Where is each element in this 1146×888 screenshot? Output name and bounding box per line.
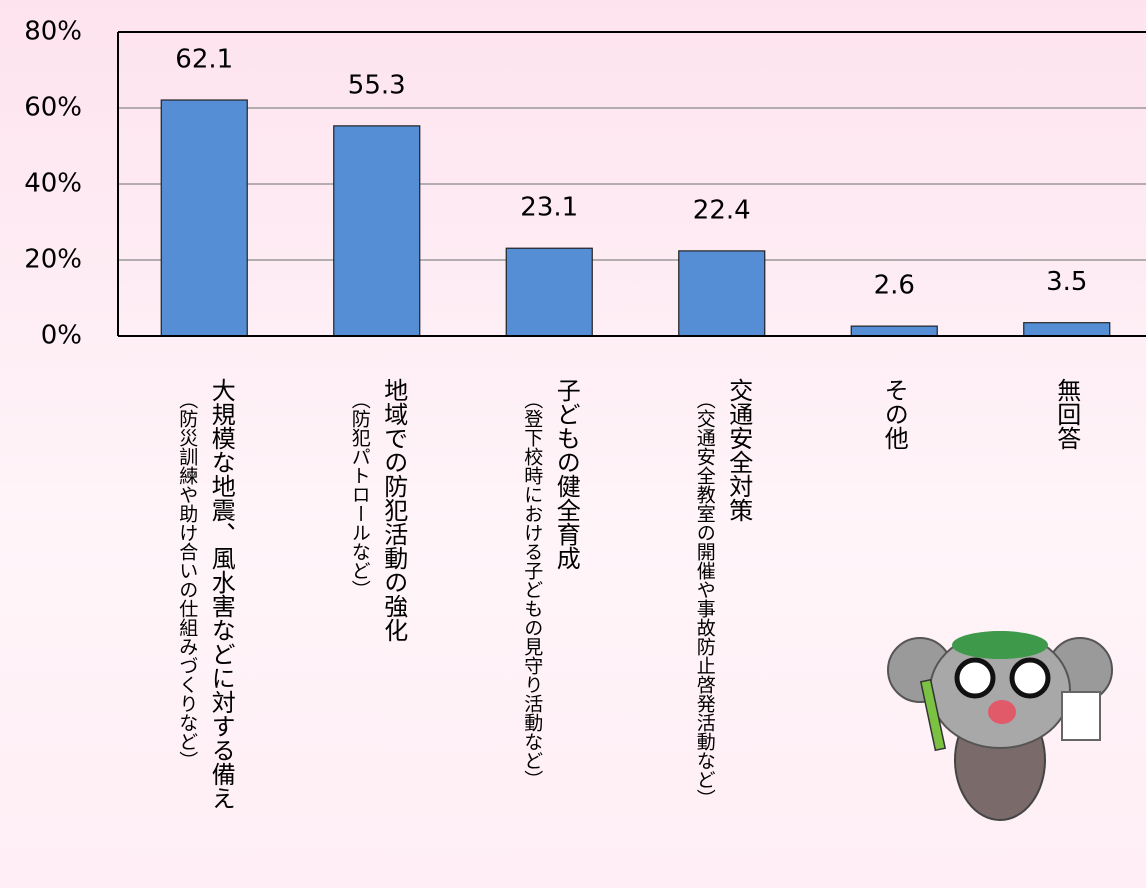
value-label: 23.1 [520, 193, 578, 223]
y-tick-label: 20% [24, 245, 82, 275]
x-tick-note: （防犯パトロールなど） [349, 390, 371, 599]
mascot [888, 631, 1112, 820]
x-tick-label: その他 [880, 378, 908, 450]
x-tick-label: 子どもの健全育成 [552, 378, 580, 570]
bar [161, 100, 247, 336]
x-tick-note: （防災訓練や助け合いの仕組みづくりなど） [176, 390, 198, 770]
x-tick-label: 無回答 [1053, 378, 1081, 450]
value-label: 2.6 [874, 271, 915, 301]
y-tick-label: 40% [24, 169, 82, 199]
chart: 0% 20% 40% 60% 80% 62.1 大規模な地震、風水害などに対する備え （防災訓… [0, 0, 1146, 888]
x-tick-label: 大規模な地震、風水害などに対する備え [207, 378, 235, 810]
bar [1024, 323, 1110, 336]
bar [679, 251, 765, 336]
value-label: 3.5 [1046, 267, 1087, 297]
x-tick-label: 地域での防犯活動の強化 [380, 378, 408, 642]
y-tick-label: 60% [24, 93, 82, 123]
bar [851, 326, 937, 336]
bar [506, 248, 592, 336]
value-label: 55.3 [348, 70, 406, 100]
value-label: 62.1 [175, 45, 233, 75]
x-tick-label: 交通安全対策 [725, 378, 753, 522]
x-tick-note: （登下校時における子どもの見守り活動など） [521, 390, 543, 789]
bar [334, 126, 420, 336]
y-tick-label: 80% [24, 17, 82, 47]
value-label: 22.4 [693, 195, 751, 225]
x-tick-note: （交通安全教室の開催や事故防止啓発活動など） [694, 390, 716, 808]
y-tick-label: 0% [41, 321, 82, 351]
